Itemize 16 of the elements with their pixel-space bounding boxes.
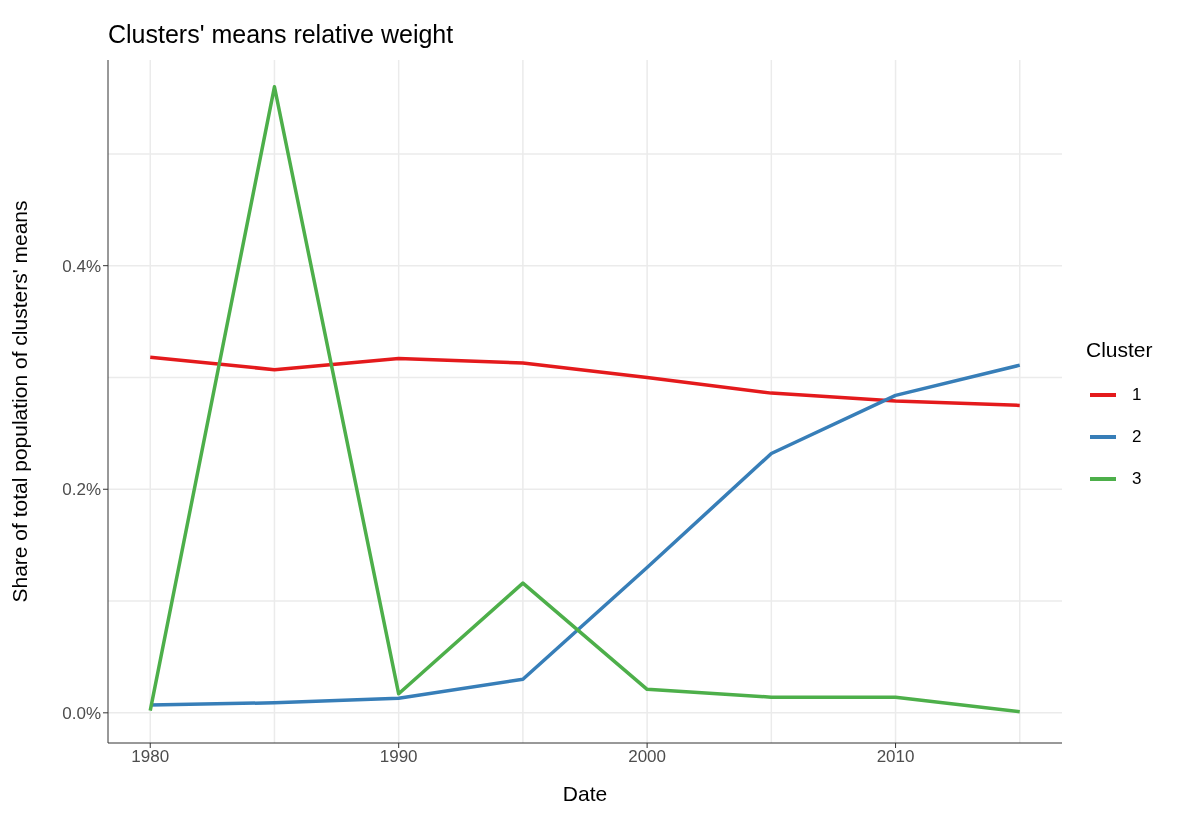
x-tick-label: 1990 — [379, 747, 418, 767]
legend-title: Cluster — [1086, 338, 1153, 362]
x-tick-label: 1980 — [131, 747, 170, 767]
legend-label: 3 — [1132, 469, 1142, 489]
x-tick-label: 2000 — [628, 747, 667, 767]
x-tick-label: 2010 — [876, 747, 915, 767]
legend-label: 2 — [1132, 427, 1142, 447]
chart-title: Clusters' means relative weight — [108, 20, 454, 49]
y-tick-label: 0.0% — [62, 703, 101, 723]
y-tick-label: 0.4% — [62, 256, 101, 276]
line-series — [148, 355, 1022, 408]
legend-label: 1 — [1132, 385, 1142, 405]
x-axis-title: Date — [562, 782, 608, 805]
line-series — [148, 85, 1022, 714]
y-tick-label: 0.2% — [62, 480, 101, 500]
y-axis-title: Share of total population of clusters' means — [8, 200, 32, 603]
